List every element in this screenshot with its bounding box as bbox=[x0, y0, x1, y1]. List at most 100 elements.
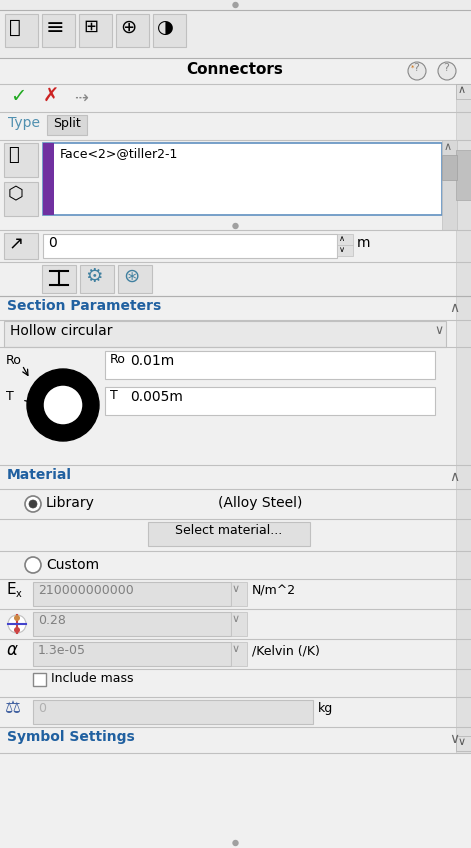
Text: ?: ? bbox=[443, 63, 449, 73]
Text: Library: Library bbox=[46, 496, 95, 510]
Circle shape bbox=[29, 500, 37, 508]
Bar bbox=[231, 582, 247, 606]
Bar bbox=[0, 112, 471, 140]
Bar bbox=[79, 14, 112, 47]
Text: Ro: Ro bbox=[110, 353, 126, 366]
Bar bbox=[42, 14, 75, 47]
Text: ∧: ∧ bbox=[458, 85, 466, 95]
Bar bbox=[442, 140, 457, 230]
Text: Face<2>@tiller2-1: Face<2>@tiller2-1 bbox=[60, 147, 179, 160]
Bar bbox=[42, 265, 76, 293]
Text: 210000000000: 210000000000 bbox=[38, 584, 134, 597]
Text: ∨: ∨ bbox=[434, 324, 443, 337]
Text: 0: 0 bbox=[38, 702, 46, 715]
Bar bbox=[116, 14, 149, 47]
Text: 0.01m: 0.01m bbox=[130, 354, 174, 368]
Circle shape bbox=[438, 62, 456, 80]
Text: /Kelvin (/K): /Kelvin (/K) bbox=[252, 644, 320, 657]
Text: Hollow circular: Hollow circular bbox=[10, 324, 113, 338]
Bar bbox=[43, 143, 442, 215]
Text: ↗: ↗ bbox=[8, 235, 23, 253]
Text: kg: kg bbox=[318, 702, 333, 715]
Text: 0.28: 0.28 bbox=[38, 614, 66, 627]
Bar bbox=[43, 143, 54, 215]
Text: ?: ? bbox=[413, 63, 419, 73]
Bar bbox=[0, 669, 471, 697]
Text: Type: Type bbox=[8, 116, 40, 130]
Bar bbox=[0, 551, 471, 579]
Bar bbox=[0, 10, 471, 58]
Text: T: T bbox=[6, 390, 14, 403]
Bar bbox=[33, 642, 231, 666]
Text: 0.005m: 0.005m bbox=[130, 390, 183, 404]
Bar bbox=[231, 642, 247, 666]
Bar bbox=[47, 115, 87, 135]
Bar bbox=[33, 673, 46, 686]
Text: ✗: ✗ bbox=[43, 87, 59, 106]
Bar bbox=[4, 182, 38, 216]
Bar bbox=[0, 230, 471, 262]
Bar bbox=[105, 351, 435, 379]
Bar bbox=[456, 84, 471, 753]
Bar bbox=[43, 234, 337, 258]
Circle shape bbox=[27, 369, 99, 441]
Text: T: T bbox=[110, 389, 118, 402]
Bar bbox=[0, 609, 471, 639]
Text: 🗘: 🗘 bbox=[8, 146, 19, 164]
Text: Connectors: Connectors bbox=[187, 62, 284, 77]
Circle shape bbox=[233, 840, 238, 845]
Text: Split: Split bbox=[53, 117, 81, 130]
Circle shape bbox=[8, 615, 26, 633]
Bar bbox=[456, 150, 471, 200]
Text: Select material...: Select material... bbox=[175, 524, 283, 537]
Bar bbox=[118, 265, 152, 293]
Bar bbox=[4, 143, 38, 177]
Text: Include mass: Include mass bbox=[51, 672, 133, 685]
Circle shape bbox=[408, 62, 426, 80]
Bar bbox=[0, 753, 471, 848]
Text: α: α bbox=[7, 641, 18, 659]
Bar bbox=[0, 639, 471, 669]
Bar bbox=[153, 14, 186, 47]
Bar bbox=[33, 700, 313, 724]
Bar bbox=[80, 265, 114, 293]
Circle shape bbox=[233, 3, 238, 8]
Text: Material: Material bbox=[7, 468, 72, 482]
Bar bbox=[337, 234, 353, 245]
Circle shape bbox=[25, 557, 41, 573]
Text: ∨: ∨ bbox=[339, 245, 345, 254]
Text: ∧: ∧ bbox=[449, 301, 459, 315]
Bar bbox=[105, 387, 435, 415]
Text: ∨: ∨ bbox=[449, 732, 459, 746]
Circle shape bbox=[14, 615, 20, 621]
Bar bbox=[0, 465, 471, 489]
Bar bbox=[0, 84, 471, 112]
Bar bbox=[33, 582, 231, 606]
Bar bbox=[4, 321, 446, 347]
Bar bbox=[0, 140, 471, 230]
Text: ⚙: ⚙ bbox=[85, 267, 103, 286]
Bar bbox=[4, 233, 38, 259]
Text: ∨: ∨ bbox=[232, 644, 240, 654]
Bar bbox=[337, 245, 353, 256]
Text: 0: 0 bbox=[48, 236, 57, 250]
Text: ⊛: ⊛ bbox=[123, 267, 139, 286]
Bar bbox=[148, 522, 310, 546]
Text: Ro: Ro bbox=[6, 354, 22, 367]
Bar bbox=[0, 727, 471, 753]
Text: 1.3e-05: 1.3e-05 bbox=[38, 644, 86, 657]
Text: ∧: ∧ bbox=[449, 470, 459, 484]
Text: m: m bbox=[357, 236, 371, 250]
Circle shape bbox=[43, 385, 83, 425]
Bar bbox=[0, 262, 471, 296]
Text: Symbol Settings: Symbol Settings bbox=[7, 730, 135, 744]
Text: Section Parameters: Section Parameters bbox=[7, 299, 161, 313]
Text: Custom: Custom bbox=[46, 558, 99, 572]
Bar bbox=[33, 612, 231, 636]
Bar bbox=[0, 489, 471, 519]
Text: ⚖: ⚖ bbox=[5, 699, 21, 717]
Bar bbox=[0, 296, 471, 320]
Bar bbox=[231, 612, 247, 636]
Text: ◑: ◑ bbox=[157, 18, 174, 37]
Bar bbox=[0, 0, 471, 10]
